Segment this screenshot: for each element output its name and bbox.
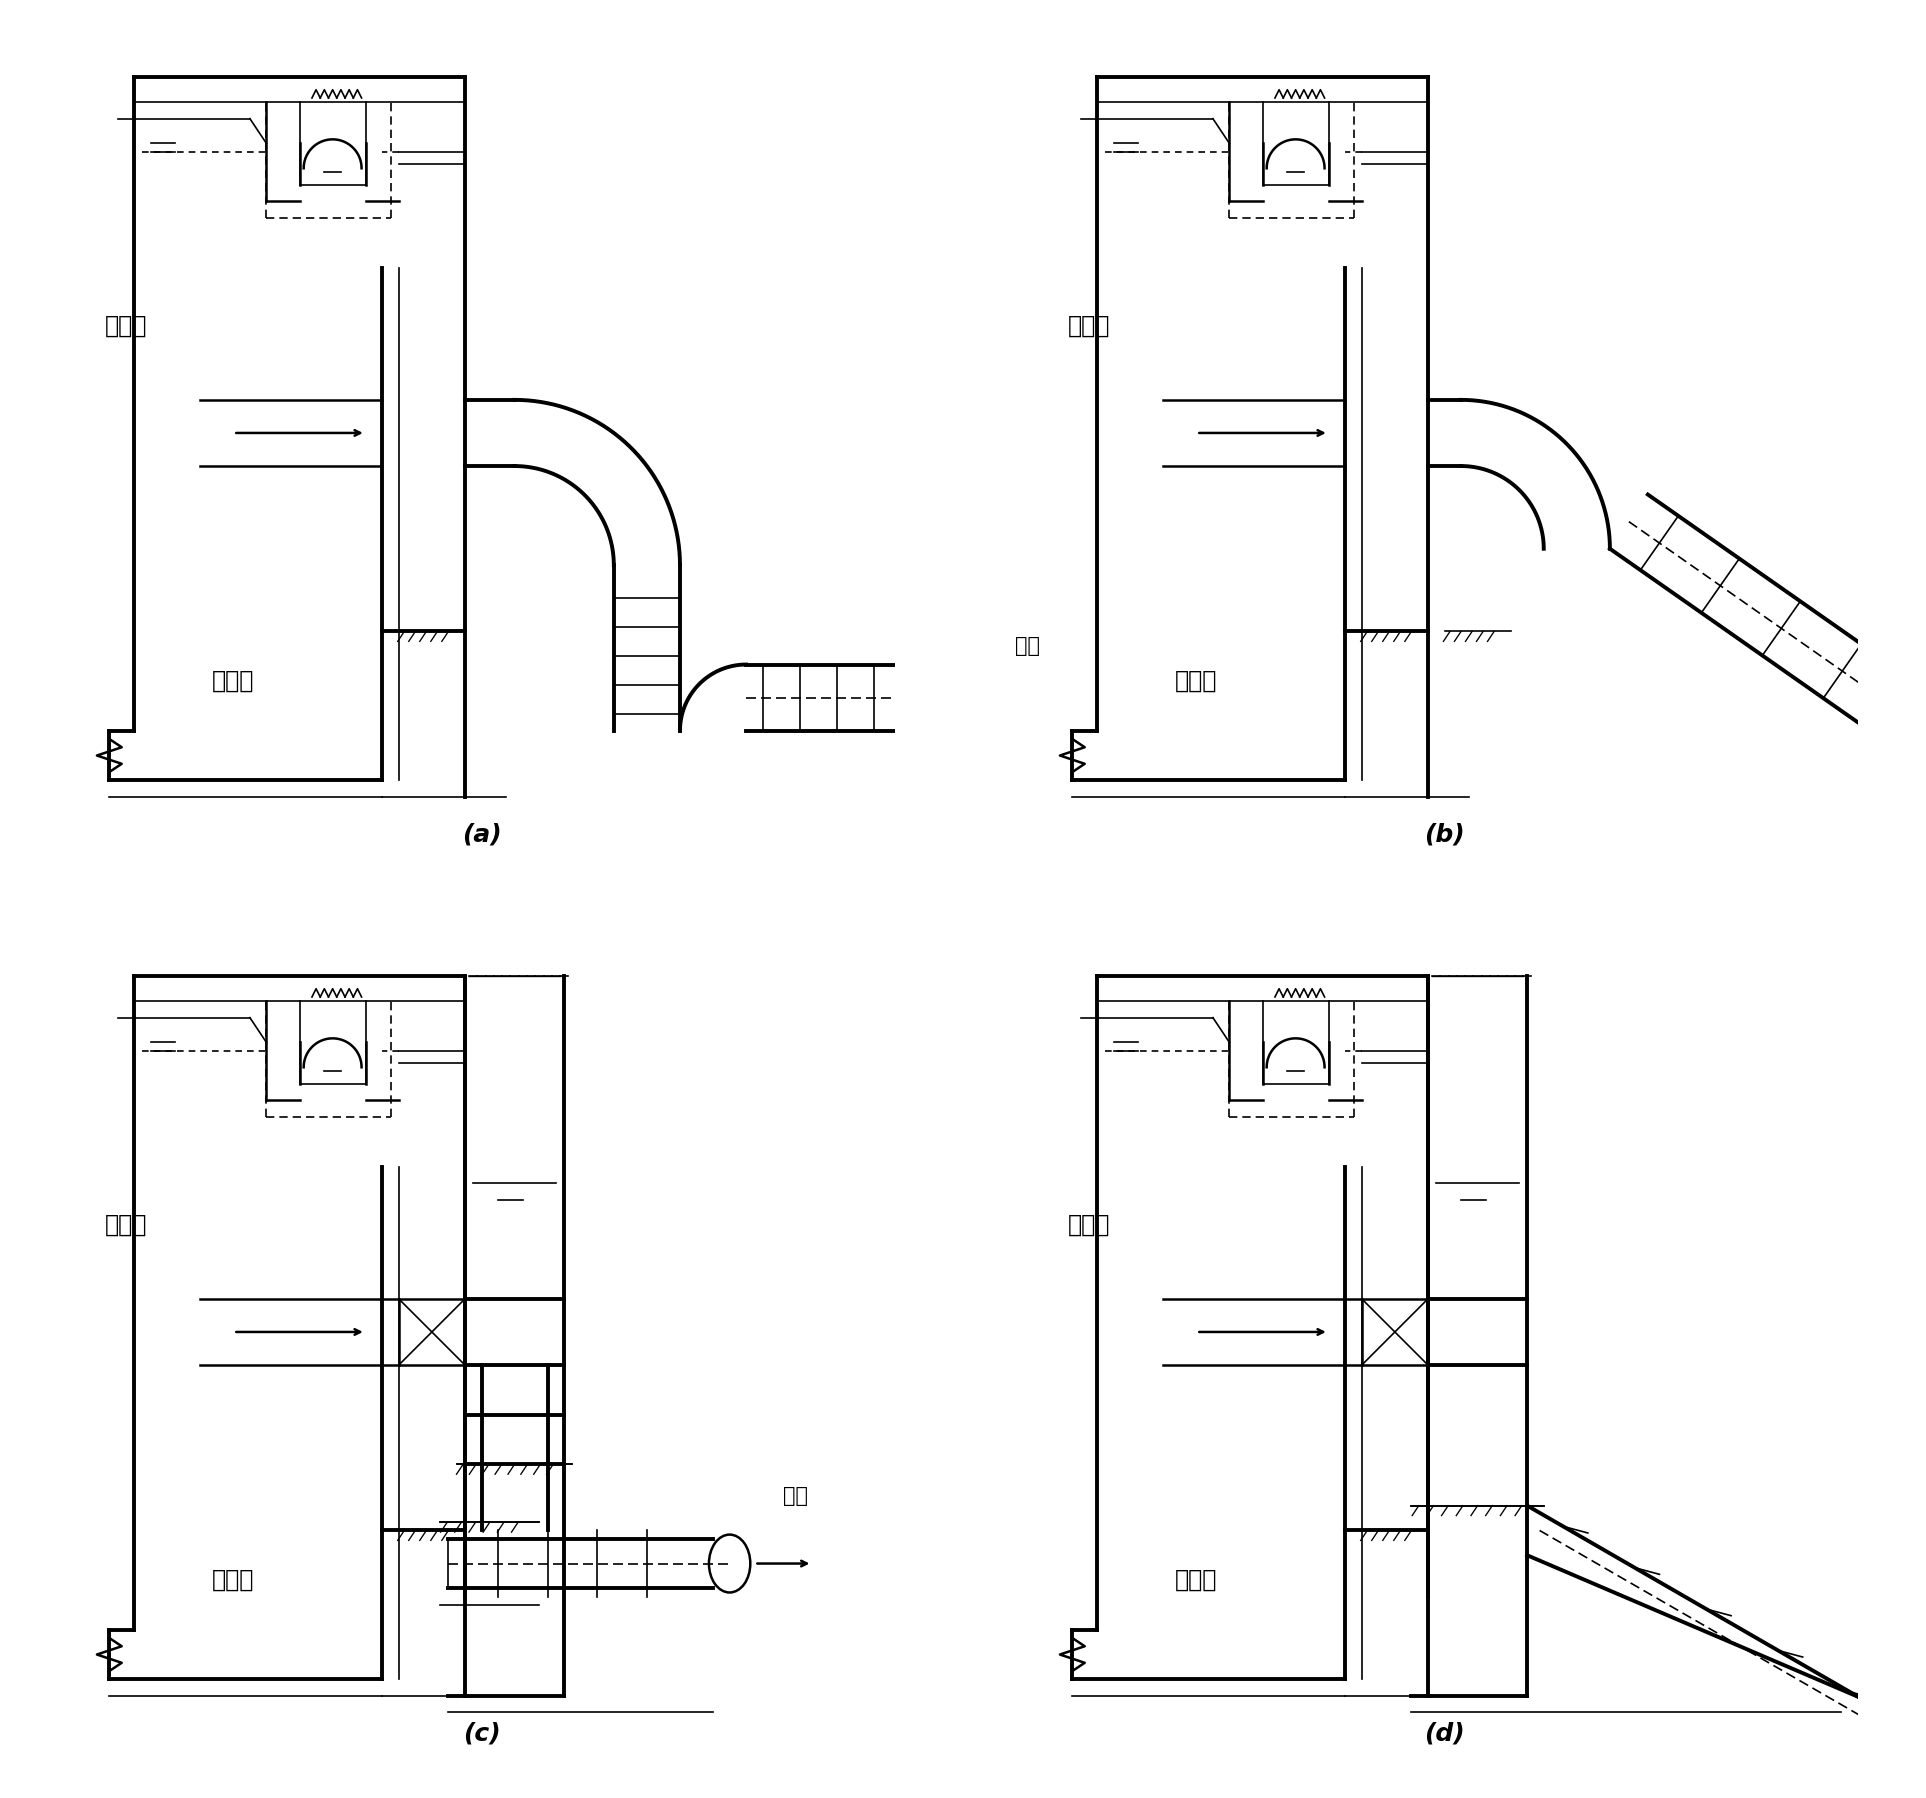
Text: 出水槽: 出水槽 [1067,313,1109,338]
Text: 二沉池: 二沉池 [212,1568,254,1591]
Text: 二沉池: 二沉池 [1175,669,1217,692]
Ellipse shape [921,660,961,735]
Ellipse shape [709,1534,751,1593]
Text: 出水槽: 出水槽 [104,1212,146,1237]
Text: 出水: 出水 [1015,636,1040,656]
Text: 二沉池: 二沉池 [1175,1568,1217,1591]
Ellipse shape [1878,1690,1918,1742]
Text: 出水槽: 出水槽 [104,313,146,338]
Text: 二沉池: 二沉池 [212,669,254,692]
Bar [1362,1298,1427,1365]
Text: 出水: 出水 [784,1485,809,1505]
Text: (a): (a) [462,822,501,847]
Text: 出水槽: 出水槽 [1067,1212,1109,1237]
Bar [399,1298,464,1365]
Text: (c): (c) [462,1721,501,1746]
Text: (d): (d) [1423,1721,1466,1746]
Text: (b): (b) [1423,822,1466,847]
Ellipse shape [1909,703,1926,768]
